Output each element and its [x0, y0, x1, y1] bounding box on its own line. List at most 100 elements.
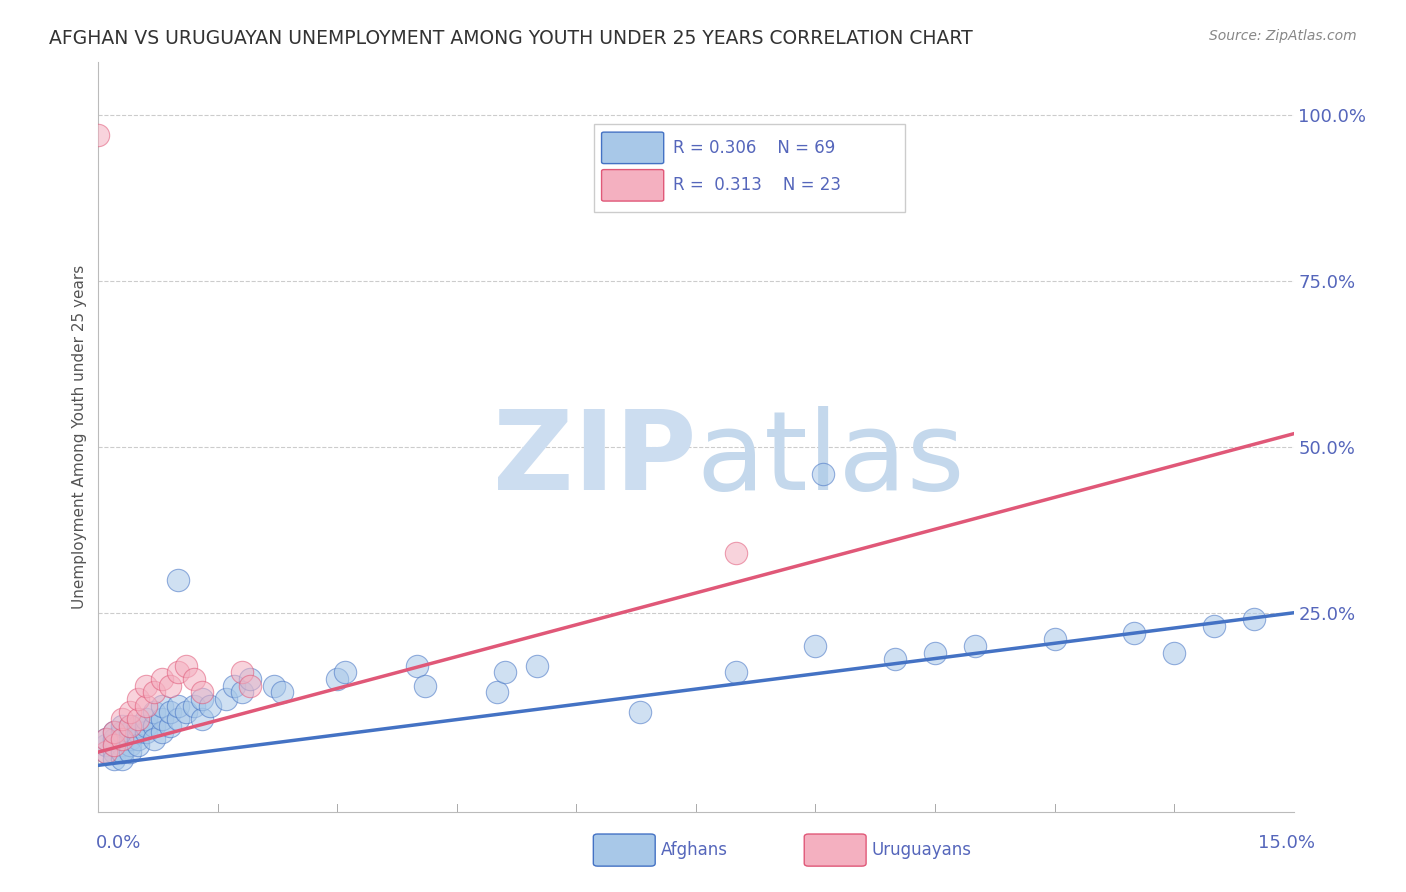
Point [96, 745, 118, 759]
Point [804, 639, 827, 653]
Point [884, 652, 907, 666]
Point [127, 712, 149, 726]
Text: Source: ZipAtlas.com: Source: ZipAtlas.com [1209, 29, 1357, 43]
Text: 0.0%: 0.0% [96, 834, 141, 852]
Point [183, 672, 205, 686]
Point [167, 573, 190, 587]
Point [1123, 625, 1146, 640]
Point [526, 658, 548, 673]
FancyBboxPatch shape [602, 169, 664, 201]
Point [406, 658, 429, 673]
Y-axis label: Unemployment Among Youth under 25 years: Unemployment Among Youth under 25 years [72, 265, 87, 609]
Point [231, 685, 253, 699]
Point [270, 685, 292, 699]
Point [844, 155, 866, 169]
Point [150, 672, 173, 686]
Point [183, 698, 205, 713]
Point [127, 718, 149, 732]
Point [239, 679, 262, 693]
Point [103, 739, 125, 753]
Text: 15.0%: 15.0% [1257, 834, 1315, 852]
Point [263, 679, 285, 693]
FancyBboxPatch shape [602, 132, 664, 163]
Point [127, 731, 149, 746]
Point [1163, 646, 1185, 660]
Point [167, 712, 190, 726]
Text: ZIP: ZIP [492, 406, 696, 513]
Point [239, 672, 262, 686]
Point [103, 739, 125, 753]
Point [103, 725, 125, 739]
Point [174, 705, 197, 719]
Point [87, 128, 110, 143]
Point [143, 685, 166, 699]
Point [150, 712, 173, 726]
Point [159, 679, 181, 693]
Point [120, 718, 142, 732]
Point [96, 731, 118, 746]
Point [150, 725, 173, 739]
Point [485, 685, 508, 699]
Point [143, 718, 166, 732]
Point [191, 685, 214, 699]
Text: R = 0.306    N = 69: R = 0.306 N = 69 [673, 139, 835, 157]
Point [326, 672, 349, 686]
Point [494, 665, 516, 680]
Point [191, 712, 214, 726]
Point [1202, 619, 1225, 633]
Point [135, 712, 157, 726]
Point [143, 731, 166, 746]
Point [150, 698, 173, 713]
Text: Uruguayans: Uruguayans [872, 841, 972, 859]
Point [174, 658, 197, 673]
Point [103, 752, 125, 766]
Point [413, 679, 436, 693]
Point [167, 665, 190, 680]
FancyBboxPatch shape [595, 124, 905, 212]
Point [111, 745, 134, 759]
Point [167, 698, 190, 713]
Point [135, 698, 157, 713]
Point [96, 745, 118, 759]
Text: atlas: atlas [696, 406, 965, 513]
Point [103, 731, 125, 746]
Point [191, 692, 214, 706]
Point [159, 718, 181, 732]
Point [120, 745, 142, 759]
Point [127, 692, 149, 706]
Point [1043, 632, 1066, 647]
Text: R =  0.313    N = 23: R = 0.313 N = 23 [673, 177, 841, 194]
Point [111, 731, 134, 746]
Point [96, 739, 118, 753]
Point [111, 731, 134, 746]
Point [111, 712, 134, 726]
Text: Afghans: Afghans [661, 841, 728, 859]
Point [198, 698, 221, 713]
Point [924, 646, 946, 660]
Point [120, 718, 142, 732]
Point [963, 639, 986, 653]
Point [1243, 612, 1265, 626]
Point [335, 665, 357, 680]
Point [143, 705, 166, 719]
Point [111, 739, 134, 753]
Point [135, 718, 157, 732]
Point [724, 665, 747, 680]
Point [215, 692, 238, 706]
Point [120, 725, 142, 739]
Point [111, 718, 134, 732]
Point [120, 705, 142, 719]
Point [724, 546, 747, 560]
Point [135, 679, 157, 693]
Point [103, 725, 125, 739]
Point [813, 467, 835, 481]
Point [120, 739, 142, 753]
Point [628, 705, 651, 719]
Point [159, 705, 181, 719]
Point [111, 745, 134, 759]
Point [127, 725, 149, 739]
Point [222, 679, 245, 693]
Point [111, 752, 134, 766]
Point [135, 725, 157, 739]
Point [231, 665, 253, 680]
